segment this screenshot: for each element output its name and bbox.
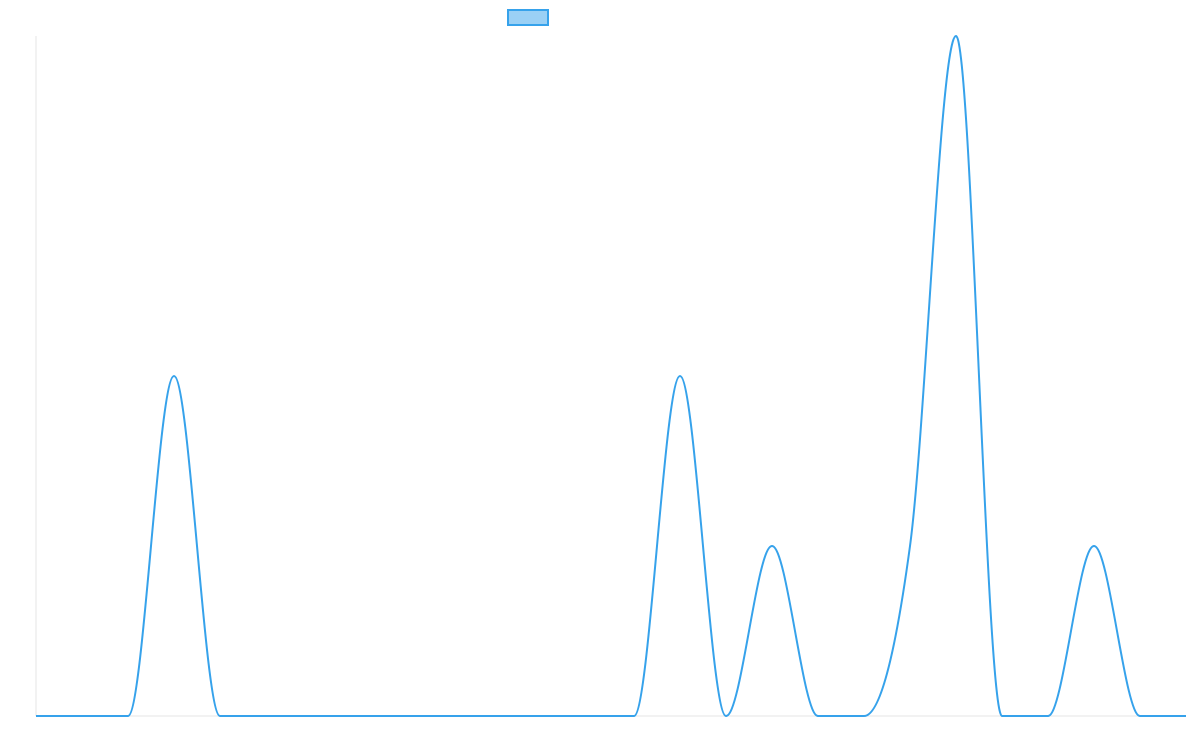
axes bbox=[35, 36, 1186, 717]
series-layer bbox=[36, 35, 1186, 717]
legend[interactable] bbox=[507, 9, 549, 26]
series-line bbox=[36, 35, 1186, 717]
legend-swatch[interactable] bbox=[507, 9, 549, 26]
